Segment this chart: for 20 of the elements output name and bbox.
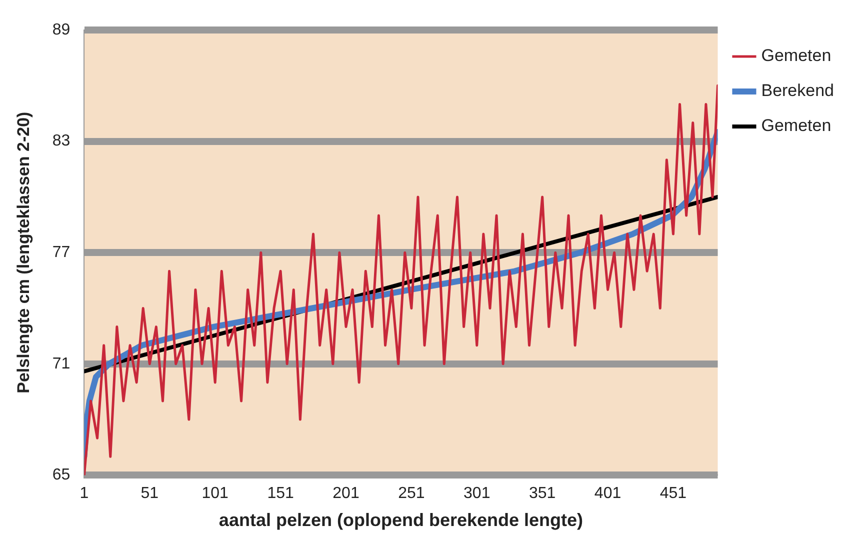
x-tick-label: 401 [594, 485, 622, 502]
y-tick-label: 89 [52, 21, 70, 38]
legend-label: Gemeten [761, 46, 832, 66]
x-tick-label: 451 [660, 485, 687, 502]
x-tick-label: 1 [80, 485, 89, 502]
y-tick-label: 65 [52, 466, 70, 484]
y-tick-label: 83 [52, 132, 70, 150]
y-tick-label: 71 [52, 355, 70, 372]
y-axis-title: Pelslengte cm (lengteklassen 2-20) [14, 112, 33, 394]
x-tick-label: 51 [140, 485, 159, 502]
x-tick-label: 301 [464, 485, 490, 502]
x-tick-label: 201 [332, 485, 360, 502]
y-tick-label: 77 [52, 244, 70, 262]
x-tick-label: 101 [202, 485, 229, 502]
x-axis-title: aantal pelzen (oplopend berekende lengte) [218, 510, 583, 530]
x-tick-label: 151 [267, 485, 294, 502]
legend-label: Berekend [761, 81, 834, 100]
x-tick-label: 351 [528, 485, 556, 502]
legend-label: Gemeten [761, 116, 832, 136]
x-tick-label: 251 [398, 485, 425, 502]
